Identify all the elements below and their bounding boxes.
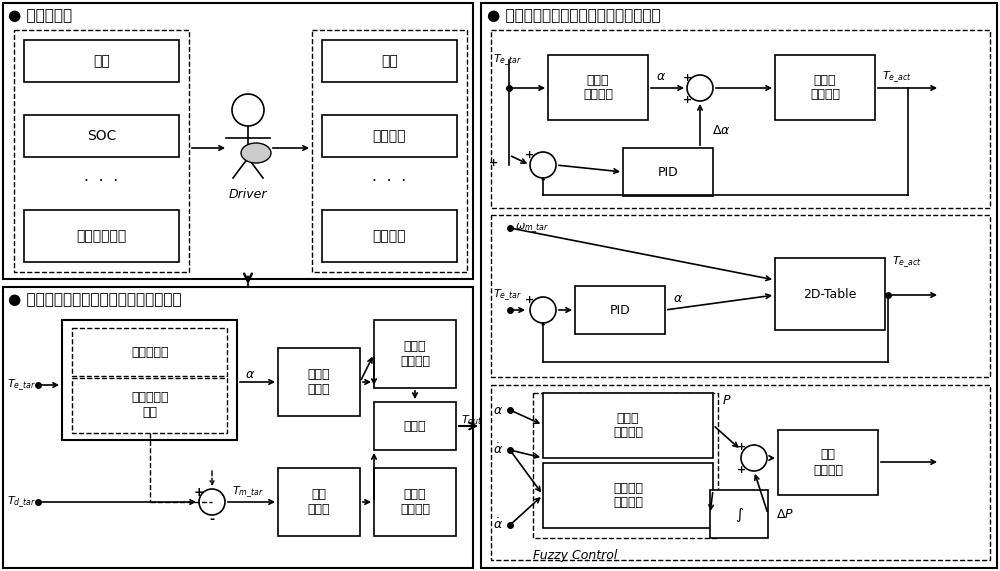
Text: $T_{e\_act}$: $T_{e\_act}$ [892, 254, 922, 270]
Bar [775, 258, 885, 330]
Bar [543, 463, 713, 528]
Text: 节气门
执行机构: 节气门 执行机构 [810, 74, 840, 102]
Bar [24, 115, 179, 157]
Bar [491, 30, 990, 208]
Text: Driver: Driver [229, 188, 267, 202]
Text: ● 基于动态协调控制的整车需求扇矩分配: ● 基于动态协调控制的整车需求扇矩分配 [8, 292, 182, 308]
Text: 2D-Table: 2D-Table [803, 288, 857, 300]
Text: -: - [541, 175, 545, 185]
Text: 需求扭矩: 需求扭矩 [373, 129, 406, 143]
Bar [322, 210, 457, 262]
Bar [491, 215, 990, 377]
Text: SOC: SOC [87, 129, 116, 143]
Text: P: P [723, 393, 730, 407]
Text: PID: PID [610, 304, 630, 316]
Ellipse shape [241, 143, 271, 163]
Bar [548, 55, 648, 120]
Text: $\Delta\alpha$: $\Delta\alpha$ [712, 123, 731, 136]
Text: +: + [525, 295, 535, 305]
Circle shape [232, 94, 264, 126]
Text: $T_{e\_tar}$: $T_{e\_tar}$ [7, 377, 36, 393]
Text: +: + [683, 95, 693, 105]
Bar [278, 348, 360, 416]
Bar [778, 430, 878, 495]
Text: -: - [209, 513, 215, 525]
Text: $\alpha$: $\alpha$ [673, 292, 683, 304]
Text: ● 驾驶员控制: ● 驾驶员控制 [8, 9, 72, 23]
Text: +: + [736, 442, 746, 452]
Text: ·  ·  ·: · · · [372, 175, 406, 190]
Bar [278, 468, 360, 536]
Text: +: + [736, 465, 746, 475]
Bar [374, 320, 456, 388]
Text: $T_{e\_tar}$: $T_{e\_tar}$ [493, 53, 522, 68]
Bar [62, 320, 237, 440]
Bar [710, 490, 768, 538]
Text: 发动机
实际扭矩: 发动机 实际扭矩 [400, 340, 430, 368]
Bar [322, 40, 457, 82]
Bar [775, 55, 875, 120]
Text: +: + [683, 73, 693, 83]
Text: $\alpha$: $\alpha$ [656, 70, 666, 83]
Bar [374, 402, 456, 450]
Text: $\Delta P$: $\Delta P$ [776, 508, 794, 521]
Text: 发动机
扭矩变化: 发动机 扭矩变化 [583, 74, 613, 102]
Text: $\dot{\alpha}$: $\dot{\alpha}$ [493, 518, 503, 532]
Text: -: - [541, 320, 545, 330]
Bar [312, 30, 467, 272]
Bar [374, 468, 456, 536]
Text: $T_{e\_tar}$: $T_{e\_tar}$ [493, 287, 522, 303]
Text: 发动机转速: 发动机转速 [131, 345, 169, 359]
Text: $\alpha$: $\alpha$ [493, 404, 503, 416]
Text: 液压
执行机构: 液压 执行机构 [813, 448, 843, 477]
Text: 电机
控制器: 电机 控制器 [308, 488, 330, 516]
Text: 离合器油
压变化率: 离合器油 压变化率 [613, 481, 643, 509]
Bar [72, 328, 227, 376]
Text: +: + [488, 158, 498, 168]
Text: 蹏板: 蹏板 [381, 54, 398, 68]
Bar [24, 40, 179, 82]
Text: ·  ·  ·: · · · [84, 175, 118, 190]
Text: ∫: ∫ [735, 506, 743, 521]
Text: 发动机
控制器: 发动机 控制器 [308, 368, 330, 396]
Text: $T_{d\_tar}$: $T_{d\_tar}$ [7, 494, 36, 510]
Text: $T_{m\_tar}$: $T_{m\_tar}$ [232, 484, 264, 500]
Text: $T_{e\_act}$: $T_{e\_act}$ [882, 69, 912, 85]
Bar [322, 115, 457, 157]
Text: 车速: 车速 [93, 54, 110, 68]
Bar [575, 286, 665, 334]
Bar [3, 3, 473, 279]
Text: PID: PID [658, 166, 678, 179]
Text: 起步指令: 起步指令 [373, 229, 406, 243]
Bar [14, 30, 189, 272]
Bar [491, 385, 990, 560]
Text: 当前车辆状态: 当前车辆状态 [76, 229, 127, 243]
Text: $\omega_{m\_tar}$: $\omega_{m\_tar}$ [515, 222, 549, 235]
Text: $\dot{\alpha}$: $\dot{\alpha}$ [493, 443, 503, 457]
Text: ● 考虑驾驶员意图的离合器结合油压控制: ● 考虑驾驶员意图的离合器结合油压控制 [487, 9, 661, 23]
Bar [543, 393, 713, 458]
Text: $\alpha$: $\alpha$ [245, 368, 255, 381]
Text: 目标节气门
开度: 目标节气门 开度 [131, 391, 169, 419]
Bar [481, 3, 997, 568]
Bar [623, 148, 713, 196]
Text: Fuzzy Control: Fuzzy Control [533, 549, 617, 561]
Bar [72, 378, 227, 433]
Text: +: + [194, 485, 204, 498]
Text: 离合器
初始压力: 离合器 初始压力 [613, 412, 643, 440]
Bar [3, 287, 473, 568]
Bar [533, 393, 718, 538]
Text: +: + [525, 150, 535, 160]
Bar [24, 210, 179, 262]
Text: $T_{out}$: $T_{out}$ [461, 413, 483, 427]
Text: 耦合器: 耦合器 [404, 420, 426, 432]
Text: 发动机
实际扭矩: 发动机 实际扭矩 [400, 488, 430, 516]
